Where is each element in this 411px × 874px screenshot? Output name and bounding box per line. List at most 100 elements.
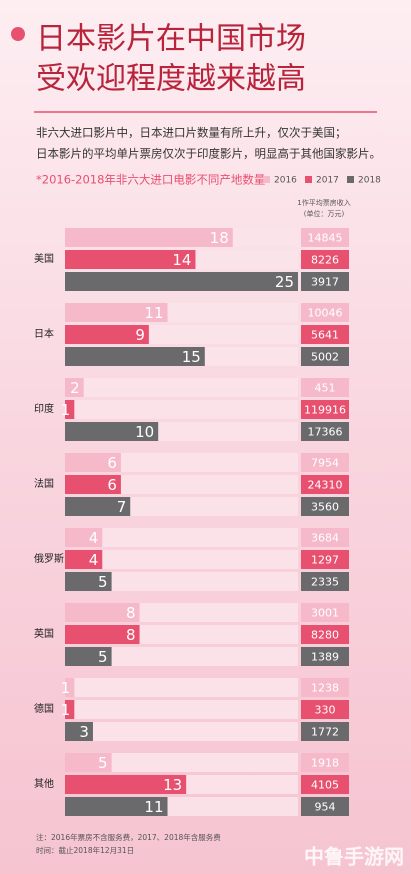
revenue-label: 119916: [304, 404, 346, 417]
bar: [65, 550, 103, 569]
bar-label: 25: [275, 273, 294, 291]
bar-track: [65, 378, 298, 397]
revenue-box: [301, 647, 349, 666]
revenue-box: [301, 250, 349, 269]
revenue-label: 4105: [311, 779, 339, 792]
bar-label: 4: [89, 551, 99, 569]
bar: [65, 347, 205, 366]
legend-swatch: [305, 176, 312, 183]
revenue-label: 7954: [311, 457, 339, 470]
watermark: 中鲁手游网: [304, 845, 404, 869]
bar: [65, 422, 159, 441]
revenue-box: [301, 550, 349, 569]
bar-label: 7: [117, 498, 127, 516]
bar-label: 6: [107, 476, 117, 494]
revenue-box: [301, 528, 349, 547]
category-label: 其他: [34, 777, 54, 790]
revenue-box: [301, 678, 349, 697]
legend-label: 2017: [316, 176, 339, 186]
bar: [65, 700, 75, 719]
revenue-box: [301, 603, 349, 622]
bar: [65, 228, 233, 247]
bar-label: 1: [61, 679, 71, 697]
revenue-box: [301, 303, 349, 322]
revenue-label: 2335: [311, 576, 339, 589]
bar-track: [65, 453, 298, 472]
revenue-box: [301, 797, 349, 816]
revenue-box: [301, 753, 349, 772]
revenue-label: 8280: [311, 629, 339, 642]
bar-track: [65, 700, 298, 719]
revenue-label: 451: [315, 382, 336, 395]
bar-track: [65, 400, 298, 419]
legend-swatch: [347, 176, 354, 183]
note: 时间：截止2018年12月31日: [36, 845, 134, 855]
bar-label: 4: [89, 529, 99, 547]
bar: [65, 303, 168, 322]
revenue-label: 954: [315, 801, 336, 814]
bar: [65, 753, 112, 772]
revenue-box: [301, 775, 349, 794]
revenue-label: 1238: [311, 682, 339, 695]
chart-title: 受欢迎程度越来越高: [36, 62, 306, 97]
bar: [65, 603, 140, 622]
bar-label: 1: [61, 401, 71, 419]
caption: *2016-2018年非六大进口电影不同产地数量: [36, 173, 265, 187]
note: 注：2016年票房不含服务费，2017、2018年含服务费: [36, 832, 221, 842]
bar: [65, 797, 168, 816]
bar-label: 8: [126, 626, 136, 644]
bar: [65, 378, 84, 397]
revenue-label: 3684: [311, 532, 339, 545]
bar-label: 11: [144, 304, 163, 322]
bar-track: [65, 678, 298, 697]
bar-label: 18: [210, 229, 229, 247]
bar-track: [65, 528, 298, 547]
category-label: 俄罗斯: [34, 552, 64, 565]
category-label: 英国: [34, 627, 54, 640]
bar-label: 14: [172, 251, 191, 269]
bar-track: [65, 647, 298, 666]
revenue-label: 1297: [311, 554, 339, 567]
revenue-box: [301, 228, 349, 247]
revenue-label: 24310: [308, 479, 343, 492]
bar: [65, 678, 75, 697]
bar-label: 2: [70, 379, 80, 397]
bar: [65, 475, 121, 494]
revenue-label: 5641: [311, 329, 339, 342]
revenue-box: [301, 325, 349, 344]
bar-label: 11: [144, 798, 163, 816]
revenue-box: [301, 453, 349, 472]
category-label: 德国: [34, 702, 54, 715]
bar: [65, 272, 298, 291]
revenue-label: 1772: [311, 726, 339, 739]
bar-label: 5: [98, 754, 108, 772]
subtitle: 非六大进口影片中，日本进口片数量有所上升，仅次于美国；: [36, 126, 347, 140]
revenue-label: 1918: [311, 757, 339, 770]
bar-label: 15: [182, 348, 201, 366]
bar: [65, 497, 131, 516]
revenue-unit: (单位：万元): [304, 209, 345, 218]
category-label: 印度: [34, 402, 54, 415]
bar-track: [65, 572, 298, 591]
revenue-label: 1389: [311, 651, 339, 664]
revenue-label: 8226: [311, 254, 339, 267]
bar-track: [65, 550, 298, 569]
bar-label: 10: [135, 423, 154, 441]
revenue-box: [301, 422, 349, 441]
bar-label: 13: [163, 776, 182, 794]
bar-track: [65, 722, 298, 741]
revenue-label: 3560: [311, 501, 339, 514]
revenue-box: [301, 347, 349, 366]
revenue-label: 14845: [308, 232, 343, 245]
revenue-box: [301, 475, 349, 494]
bar: [65, 572, 112, 591]
bar-label: 8: [126, 604, 136, 622]
revenue-box: [301, 625, 349, 644]
revenue-label: 17366: [308, 426, 343, 439]
bar-label: 3: [79, 723, 89, 741]
bar: [65, 400, 75, 419]
revenue-box: [301, 272, 349, 291]
bar-label: 5: [98, 648, 108, 666]
bar-track: [65, 753, 298, 772]
